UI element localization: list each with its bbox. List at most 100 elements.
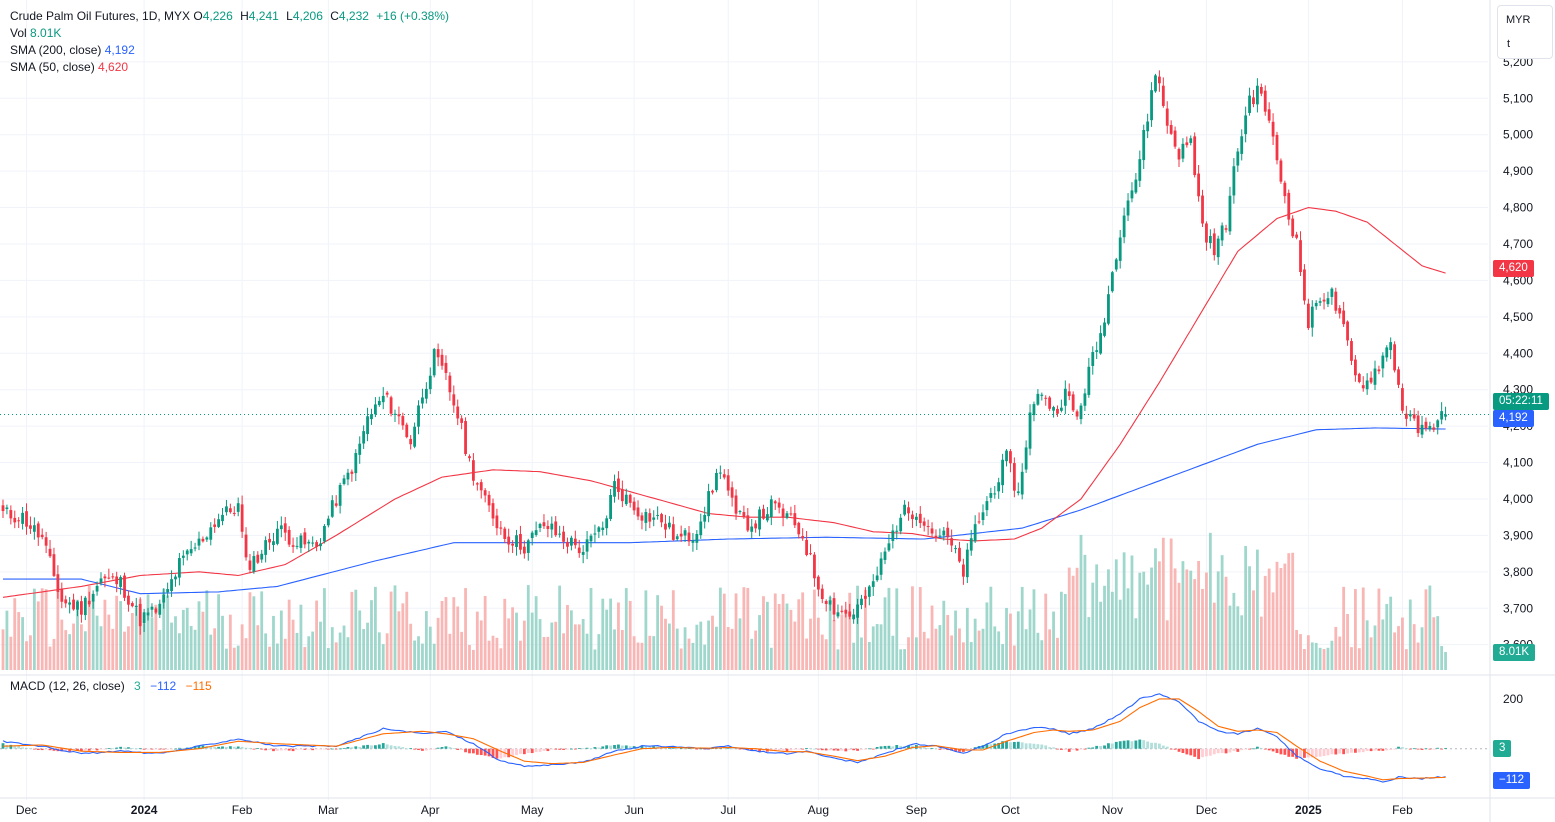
volume-bar xyxy=(185,607,189,670)
candle-body xyxy=(1299,240,1302,273)
volume-bar xyxy=(934,628,938,670)
candle-body xyxy=(307,541,311,544)
macd-histogram-bar xyxy=(613,745,616,749)
volume-bar xyxy=(1181,561,1185,670)
volume-bar xyxy=(377,632,381,670)
candle-body xyxy=(146,612,150,616)
candle-body xyxy=(613,481,616,497)
volume-bar xyxy=(1334,626,1338,670)
volume-bar xyxy=(636,642,640,670)
volume-bar xyxy=(1122,552,1126,670)
macd-histogram-bar xyxy=(428,748,432,750)
macd-legend-macd: −112 xyxy=(150,679,177,693)
candle-body xyxy=(550,523,554,530)
volume-bar xyxy=(1020,586,1024,670)
candle-body xyxy=(44,537,48,546)
macd-histogram-bar xyxy=(781,748,785,751)
candle-body xyxy=(1122,215,1126,238)
candle-body xyxy=(620,489,624,502)
candle-body xyxy=(699,521,703,536)
macd-histogram-bar xyxy=(260,748,264,750)
macd-histogram-bar xyxy=(985,744,989,749)
volume-bar xyxy=(781,594,785,670)
macd-histogram-bar xyxy=(80,748,83,752)
volume-bar xyxy=(1001,644,1004,670)
currency-unit-button[interactable]: MYR t xyxy=(1497,5,1553,59)
volume-bar xyxy=(836,649,840,670)
candle-body xyxy=(1259,86,1263,94)
macd-histogram-bar xyxy=(1412,748,1416,750)
volume-bar xyxy=(311,631,315,670)
candle-body xyxy=(558,533,562,535)
candle-body xyxy=(632,501,636,511)
candle-body xyxy=(887,543,891,551)
macd-histogram-bar xyxy=(1044,745,1048,749)
volume-bar xyxy=(1404,649,1408,670)
candle-body xyxy=(934,535,938,538)
candle-body xyxy=(875,575,879,581)
candle-body xyxy=(1306,303,1310,329)
candle-body xyxy=(1232,166,1236,196)
volume-bar xyxy=(644,590,648,670)
macd-histogram-bar xyxy=(1091,747,1095,749)
candle-body xyxy=(1154,75,1157,92)
volume-bar xyxy=(1142,571,1146,670)
volume-bar xyxy=(162,588,166,670)
macd-histogram-bar xyxy=(832,748,836,751)
macd-histogram-bar xyxy=(87,748,91,751)
candle-body xyxy=(1404,413,1408,419)
macd-histogram-bar xyxy=(228,746,232,749)
volume-bar xyxy=(154,604,158,670)
macd-histogram-bar xyxy=(652,746,656,749)
volume-bar xyxy=(1244,546,1248,670)
candle-body xyxy=(1099,333,1102,354)
candle-body xyxy=(374,404,377,415)
volume-bar xyxy=(1146,584,1150,670)
macd-histogram-bar xyxy=(867,748,871,750)
volume-bar xyxy=(397,611,401,670)
volume-bar xyxy=(1110,591,1114,670)
volume-bar xyxy=(1377,588,1381,670)
volume-bar xyxy=(652,636,656,670)
volume-bar xyxy=(17,612,21,670)
candle-body xyxy=(268,538,271,543)
volume-bar xyxy=(52,638,56,670)
macd-histogram-bar xyxy=(958,748,961,752)
volume-bar xyxy=(538,619,542,670)
volume-bar xyxy=(640,642,644,670)
macd-histogram-bar xyxy=(1314,748,1318,758)
volume-bar xyxy=(617,602,620,670)
volume-bar xyxy=(1299,634,1302,670)
volume-bar xyxy=(499,648,503,670)
candle-body xyxy=(1412,414,1416,419)
volume-bar xyxy=(1432,617,1436,670)
volume-bar xyxy=(860,637,863,670)
candle-body xyxy=(326,518,330,526)
macd-histogram-bar xyxy=(1334,748,1338,755)
volume-bar xyxy=(68,634,72,670)
candle-body xyxy=(1040,394,1044,396)
macd-histogram-bar xyxy=(1240,748,1244,751)
volume-bar xyxy=(985,602,989,670)
macd-histogram-bar xyxy=(170,748,173,750)
candle-body xyxy=(260,553,264,560)
candle-body xyxy=(130,603,134,607)
volume-bar xyxy=(942,600,946,670)
macd-histogram-bar xyxy=(1024,743,1028,749)
candle-body xyxy=(377,400,381,406)
volume-bar xyxy=(475,611,479,670)
time-axis-label: Sep xyxy=(906,803,928,817)
macd-histogram-bar xyxy=(1107,743,1110,749)
price-tick-label: 4,000 xyxy=(1503,492,1533,506)
volume-bar xyxy=(76,599,79,670)
macd-histogram-bar xyxy=(115,747,119,749)
volume-bar xyxy=(303,647,307,670)
volume-bar xyxy=(252,596,256,670)
candle-body xyxy=(460,418,464,423)
volume-bar xyxy=(1224,576,1228,670)
candle-body xyxy=(617,478,620,492)
macd-histogram-bar xyxy=(538,748,542,752)
unit-label: t xyxy=(1507,38,1511,50)
volume-bar xyxy=(1173,568,1177,670)
